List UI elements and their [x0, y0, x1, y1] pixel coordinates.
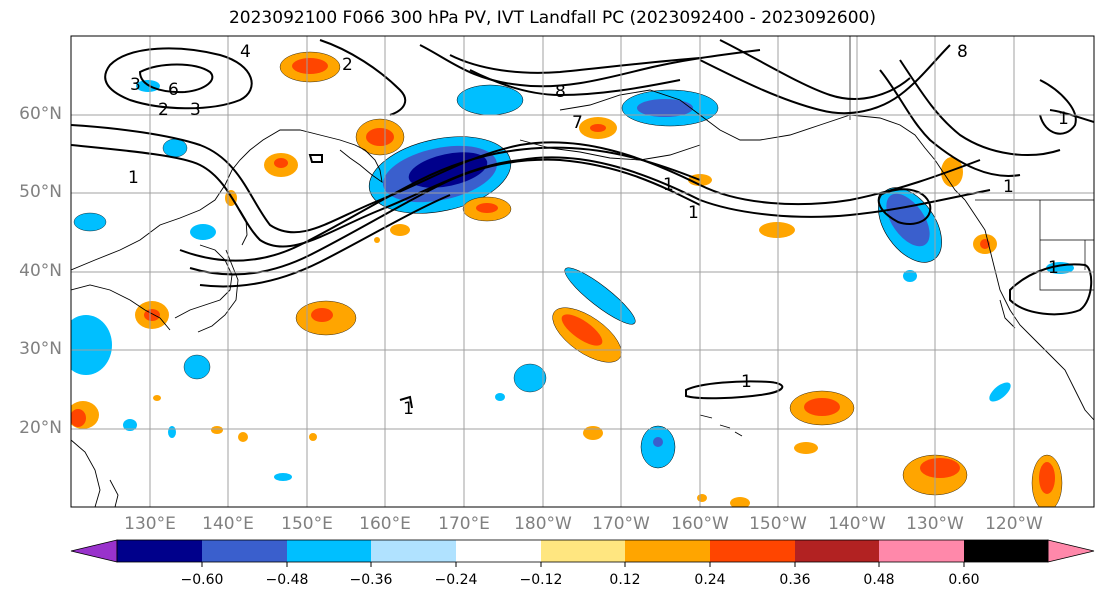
- colorbar-segment: [117, 540, 202, 562]
- lon-label: 150°E: [281, 514, 333, 534]
- colorbar-segment: [541, 540, 625, 562]
- lon-label: 180°W: [514, 514, 572, 534]
- colorbar-tick-label: −0.48: [265, 572, 309, 588]
- contour-label: 1: [663, 175, 674, 195]
- colorbar-segment: [964, 540, 1048, 562]
- lon-label: 160°W: [671, 514, 729, 534]
- contour-label: 1: [128, 168, 139, 188]
- contour-label: 7: [572, 113, 583, 133]
- contour-label: 3: [130, 75, 141, 95]
- colorbar-segment: [202, 540, 287, 562]
- lon-label: 140°W: [828, 514, 886, 534]
- colorbar-segment: [625, 540, 710, 562]
- contour-label: 2: [342, 55, 353, 75]
- lon-label: 150°W: [749, 514, 807, 534]
- lat-label: 50°N: [19, 182, 62, 202]
- lon-label: 170°E: [438, 514, 490, 534]
- colorbar-tick-label: 0.60: [948, 572, 980, 588]
- contour-label: 1: [1058, 109, 1069, 129]
- contour-label: 1: [403, 399, 414, 419]
- colorbar-segment: [710, 540, 795, 562]
- lon-label: 160°E: [359, 514, 411, 534]
- contour-label: 6: [168, 80, 179, 100]
- colorbar-tick-label: −0.36: [349, 572, 393, 588]
- contour-label-group: 4 2 3 6 2 3 1 8 7 1 1 1 8 1 1 1 1: [128, 42, 1069, 419]
- lat-label: 20°N: [19, 418, 62, 438]
- contour-label: 1: [688, 203, 699, 223]
- contour-label: 4: [240, 42, 251, 62]
- lat-label: 40°N: [19, 261, 62, 281]
- map-title: 2023092100 F066 300 hPa PV, IVT Landfall…: [228, 8, 876, 28]
- lat-label: 30°N: [19, 339, 62, 359]
- contour-label: 3: [190, 100, 201, 120]
- lat-label: 60°N: [19, 104, 62, 124]
- colorbar: [70, 539, 1095, 567]
- contour-label: 2: [158, 100, 169, 120]
- contour-label: 1: [1003, 177, 1014, 197]
- colorbar-extend-high: [1047, 539, 1095, 563]
- colorbar-tick-label: 0.12: [609, 572, 641, 588]
- colorbar-outline: [116, 539, 1049, 563]
- colorbar-extend-low: [70, 539, 118, 563]
- colorbar-segment: [287, 540, 371, 562]
- lon-label: 130°E: [124, 514, 176, 534]
- colorbar-tick-label: −0.60: [180, 572, 224, 588]
- colorbar-segment: [456, 540, 541, 562]
- contour-label: 1: [741, 372, 752, 392]
- contour-label: 8: [957, 42, 968, 62]
- coastlines: [71, 36, 1094, 507]
- colorbar-tick-label: −0.12: [519, 572, 563, 588]
- contour-label: 1: [1048, 258, 1059, 278]
- colorbar-ticks: [201, 562, 965, 567]
- colorbar-segment: [371, 540, 456, 562]
- lon-label: 140°E: [202, 514, 254, 534]
- graticule: [71, 36, 1094, 507]
- colorbar-tick-label: −0.24: [434, 572, 478, 588]
- contour-label: 8: [555, 82, 566, 102]
- lon-label: 170°W: [592, 514, 650, 534]
- colorbar-segment: [795, 540, 879, 562]
- colorbar-tick-label: 0.24: [694, 572, 726, 588]
- colorbar-segment: [879, 540, 964, 562]
- pv-contours: [71, 39, 1094, 409]
- colorbar-tick-label: 0.48: [863, 572, 895, 588]
- lon-label: 130°W: [906, 514, 964, 534]
- colorbar-tick-label: 0.36: [779, 572, 811, 588]
- map-frame: [70, 35, 1095, 508]
- lon-label: 120°W: [985, 514, 1043, 534]
